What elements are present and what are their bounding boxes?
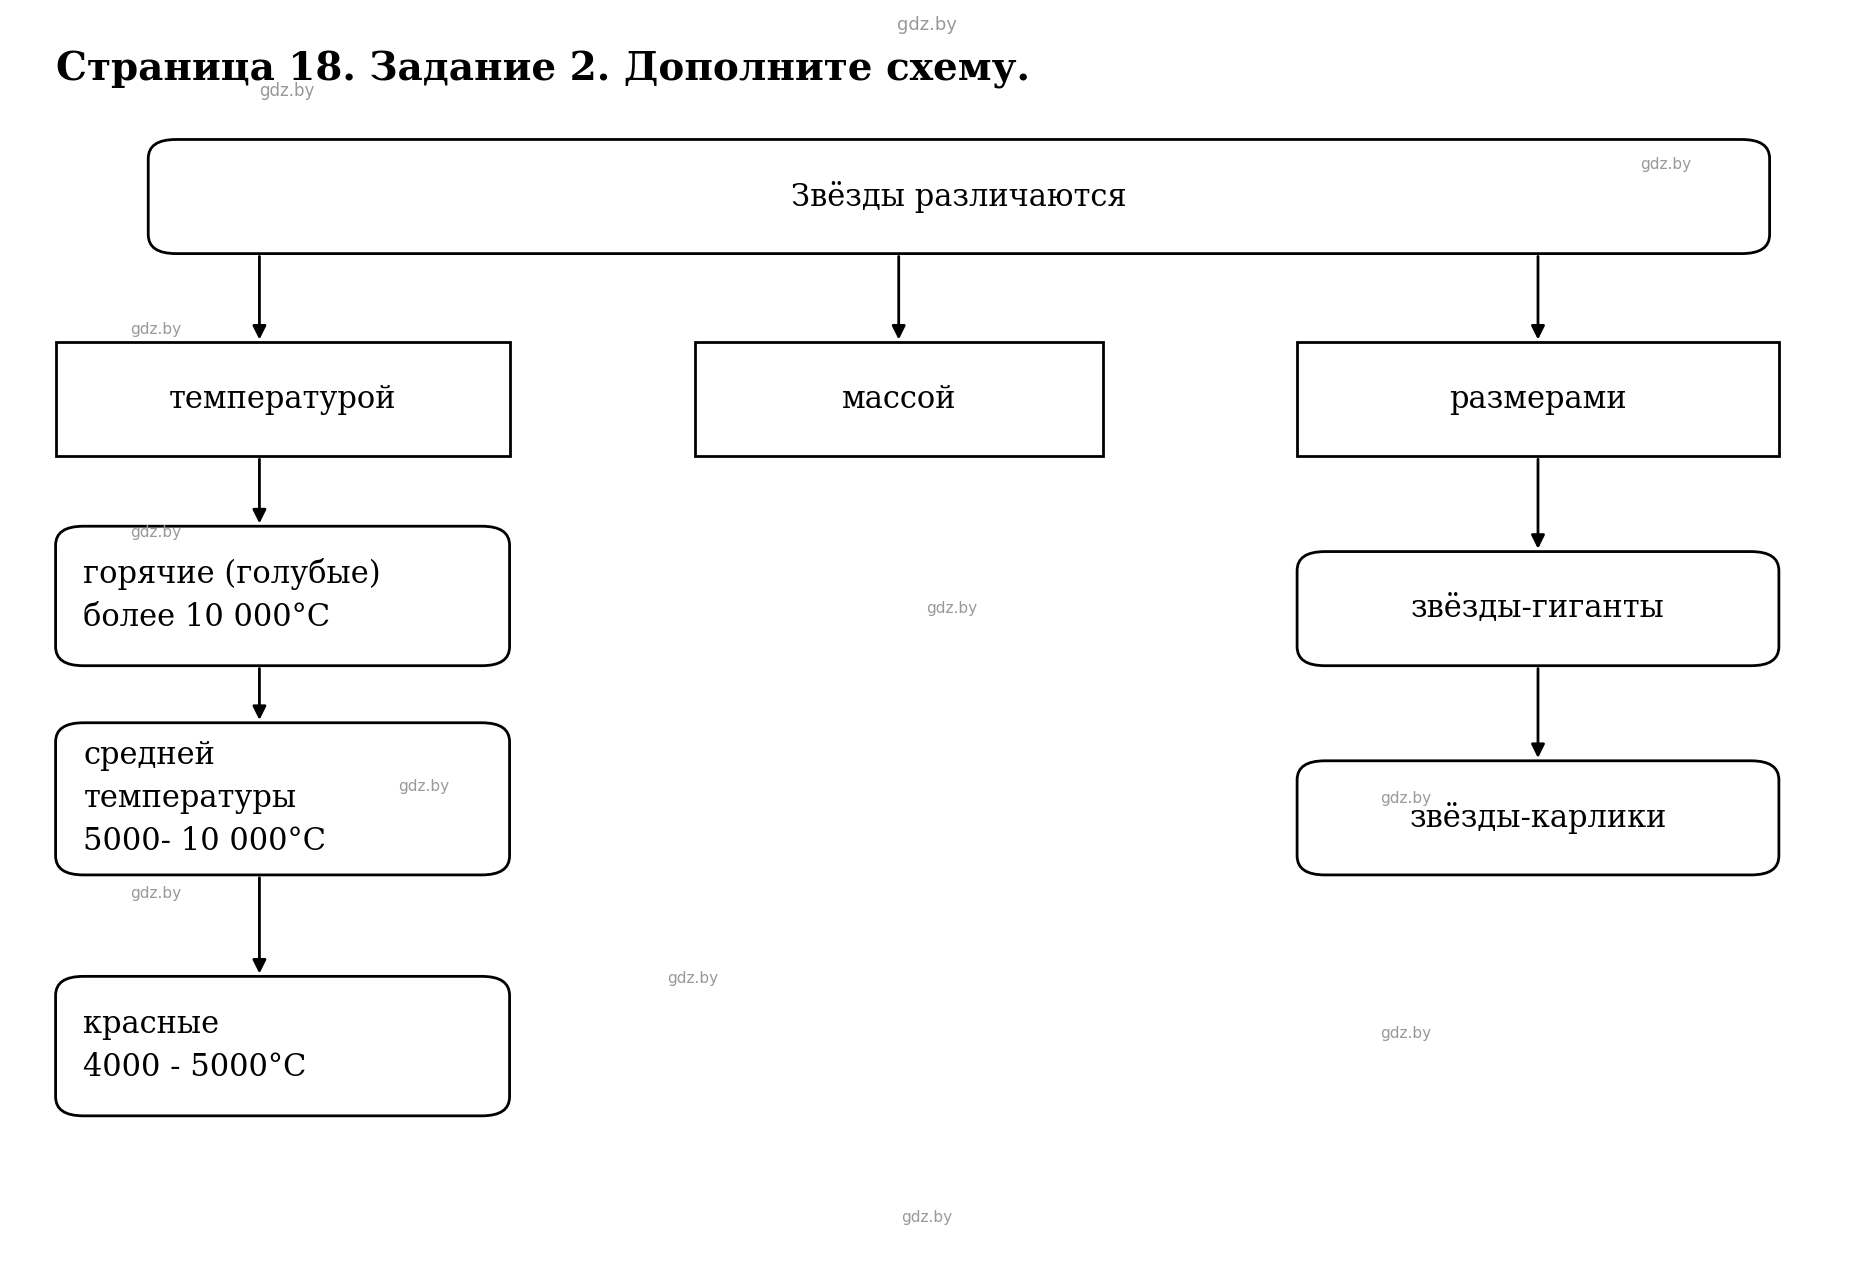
Text: красные
4000 - 5000°C: красные 4000 - 5000°C [83, 1009, 308, 1083]
Text: массой: массой [841, 384, 956, 415]
Text: gdz.by: gdz.by [901, 1210, 952, 1225]
Text: gdz.by: gdz.by [130, 525, 182, 540]
Text: gdz.by: gdz.by [897, 16, 956, 34]
Text: Звёзды различаются: Звёзды различаются [791, 180, 1127, 213]
Text: Страница 18. Задание 2. Дополните схему.: Страница 18. Задание 2. Дополните схему. [56, 51, 1030, 89]
Text: gdz.by: gdz.by [398, 779, 450, 794]
FancyBboxPatch shape [1297, 342, 1779, 456]
FancyBboxPatch shape [148, 139, 1770, 254]
FancyBboxPatch shape [56, 526, 510, 666]
Text: gdz.by: gdz.by [1380, 1026, 1432, 1041]
Text: gdz.by: gdz.by [667, 971, 719, 987]
Text: gdz.by: gdz.by [259, 82, 315, 100]
Text: звёзды-гиганты: звёзды-гиганты [1410, 593, 1666, 624]
Text: gdz.by: gdz.by [926, 601, 978, 616]
FancyBboxPatch shape [56, 342, 510, 456]
Text: gdz.by: gdz.by [1380, 791, 1432, 806]
Text: средней
температуры
5000- 10 000°C: средней температуры 5000- 10 000°C [83, 741, 326, 857]
Text: gdz.by: gdz.by [130, 322, 182, 337]
FancyBboxPatch shape [695, 342, 1103, 456]
Text: gdz.by: gdz.by [1640, 157, 1692, 172]
FancyBboxPatch shape [56, 976, 510, 1116]
FancyBboxPatch shape [56, 723, 510, 875]
Text: горячие (голубые)
более 10 000°C: горячие (голубые) более 10 000°C [83, 558, 382, 634]
Text: размерами: размерами [1449, 384, 1627, 415]
Text: звёзды-карлики: звёзды-карлики [1410, 801, 1666, 834]
FancyBboxPatch shape [1297, 552, 1779, 666]
FancyBboxPatch shape [1297, 761, 1779, 875]
Text: gdz.by: gdz.by [130, 886, 182, 902]
Text: температурой: температурой [169, 384, 397, 415]
